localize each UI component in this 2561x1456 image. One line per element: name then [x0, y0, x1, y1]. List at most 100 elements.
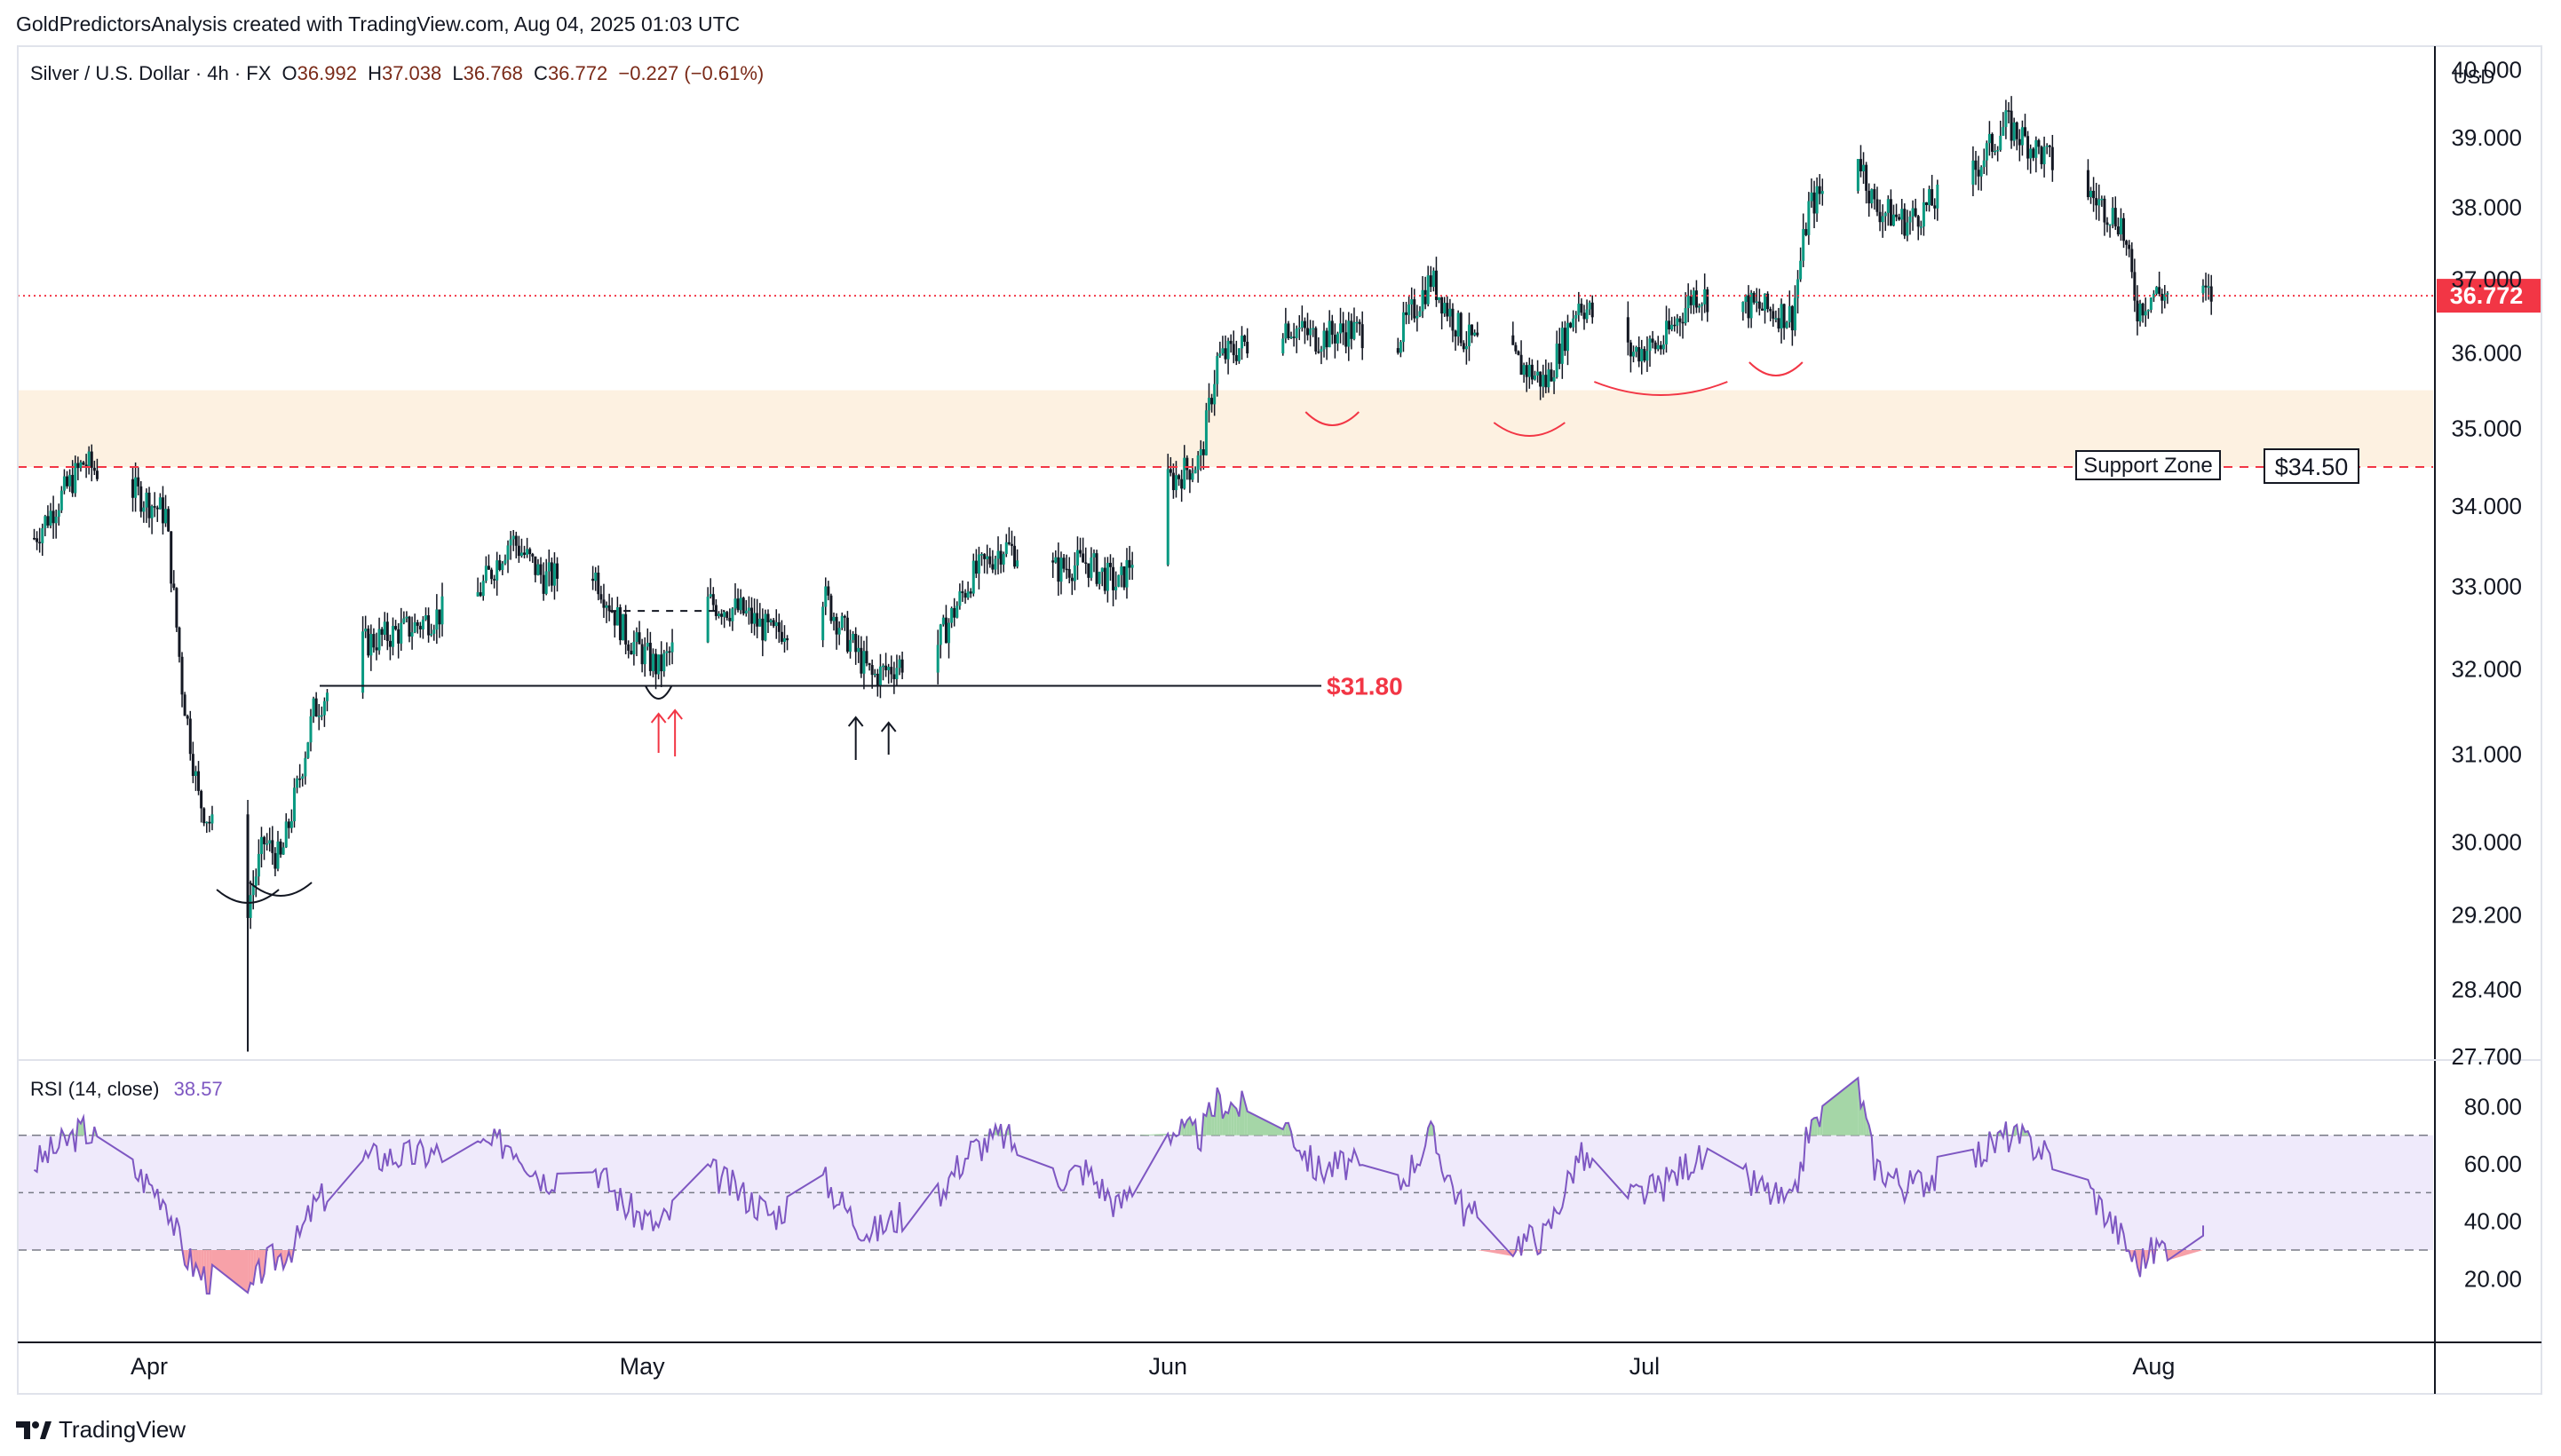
candle-down: [711, 594, 715, 605]
candle-up: [1533, 376, 1536, 380]
candle-up: [709, 594, 712, 597]
candle-up: [1284, 323, 1288, 339]
candle-up: [1199, 449, 1202, 455]
candle-down: [1103, 567, 1106, 591]
candle-up: [764, 613, 767, 641]
candle-down: [2116, 226, 2120, 235]
candle-down: [1333, 335, 1336, 344]
candle-down: [1128, 559, 1131, 568]
candle-up: [662, 653, 666, 672]
candle-up: [1297, 327, 1301, 329]
candle-up: [2155, 287, 2159, 294]
candle-up: [304, 757, 307, 777]
candle-up: [440, 596, 444, 625]
tradingview-brand[interactable]: TradingView: [16, 1416, 186, 1444]
candle-up: [2152, 293, 2155, 298]
candle-up: [832, 616, 836, 621]
candle-up: [2004, 110, 2008, 128]
red-up-arrow-head: [667, 708, 683, 720]
candle-down: [92, 467, 96, 471]
candle-up: [432, 629, 436, 634]
candle-up: [887, 667, 891, 670]
candle-down: [170, 531, 173, 584]
candle-down: [1931, 189, 1934, 206]
candle-up: [312, 698, 315, 716]
candle-up: [1473, 332, 1477, 336]
candle-up: [1900, 209, 1904, 220]
candle-up: [971, 560, 975, 594]
candle-up: [955, 605, 959, 618]
candle-down: [1084, 562, 1088, 565]
candle-down: [638, 632, 641, 645]
candle-down: [988, 556, 992, 565]
candle-down: [1396, 348, 1399, 353]
candle-down: [777, 621, 781, 632]
candle-down: [2130, 249, 2134, 273]
candle-down: [1924, 202, 1928, 205]
candle-down: [1678, 318, 1682, 322]
candle-down: [1867, 190, 1871, 204]
candle-down: [1360, 324, 1364, 349]
candle-up: [840, 615, 844, 629]
candle-up: [1560, 328, 1564, 364]
candle-up: [2034, 139, 2038, 158]
candle-down: [2026, 136, 2030, 159]
candle-up: [2149, 297, 2153, 310]
candle-up: [59, 490, 63, 510]
low-label: L: [452, 62, 464, 84]
candle-down: [648, 643, 652, 671]
candle-down: [1694, 290, 1698, 308]
candle-up: [1999, 135, 2002, 150]
rsi-overbought-fill: [1186, 1117, 1190, 1136]
candle-down: [741, 597, 745, 614]
candle-down: [1180, 479, 1184, 489]
candle-up: [1820, 191, 1824, 194]
candle-down: [539, 564, 543, 575]
rsi-oversold-fill: [283, 1250, 287, 1270]
candle-down: [618, 606, 622, 641]
candle-down: [660, 654, 663, 672]
symbol-name[interactable]: Silver / U.S. Dollar · 4h · FX: [30, 62, 272, 84]
candle-down: [870, 665, 874, 676]
candle-up: [1401, 312, 1405, 343]
candle-up: [731, 608, 734, 621]
support-zone-label: Support Zone: [2083, 454, 2212, 478]
candle-up: [1426, 275, 1430, 305]
candle-up: [1536, 371, 1540, 376]
candle-up: [320, 715, 323, 717]
candle-up: [1130, 565, 1134, 568]
rsi-overbought-fill: [1814, 1117, 1818, 1136]
candle-up: [1090, 557, 1093, 578]
candle-down: [1229, 340, 1233, 344]
candle-up: [1355, 321, 1359, 324]
candle-down: [388, 640, 392, 647]
candle-up: [1744, 295, 1748, 303]
candle-up: [1114, 586, 1118, 590]
candle-up: [1125, 559, 1129, 588]
candle-up: [1796, 279, 1800, 298]
candle-down: [263, 836, 266, 844]
rsi-label[interactable]: RSI (14, close): [30, 1078, 160, 1100]
candle-down: [416, 621, 419, 626]
candle-up: [747, 607, 750, 611]
candle-down: [137, 477, 140, 487]
candle-up: [2207, 286, 2210, 289]
candle-down: [1517, 351, 1520, 355]
candle-up: [301, 776, 305, 779]
candle-down: [969, 591, 972, 594]
candle-up: [194, 771, 197, 776]
candle-up: [1780, 304, 1783, 329]
candle-up: [41, 527, 44, 543]
candle-up: [1661, 344, 1665, 350]
candle-down: [1082, 553, 1085, 563]
rsi-tick-label: 20.00: [2464, 1265, 2522, 1292]
candle-down: [766, 613, 770, 622]
candle-down: [1232, 344, 1235, 356]
price-tick-label: 32.000: [2451, 656, 2522, 683]
candle-down: [1539, 371, 1542, 387]
black-up-arrow-head: [847, 716, 864, 727]
candle-down: [1087, 563, 1090, 578]
candle-up: [266, 843, 269, 845]
candle-down: [550, 562, 553, 586]
